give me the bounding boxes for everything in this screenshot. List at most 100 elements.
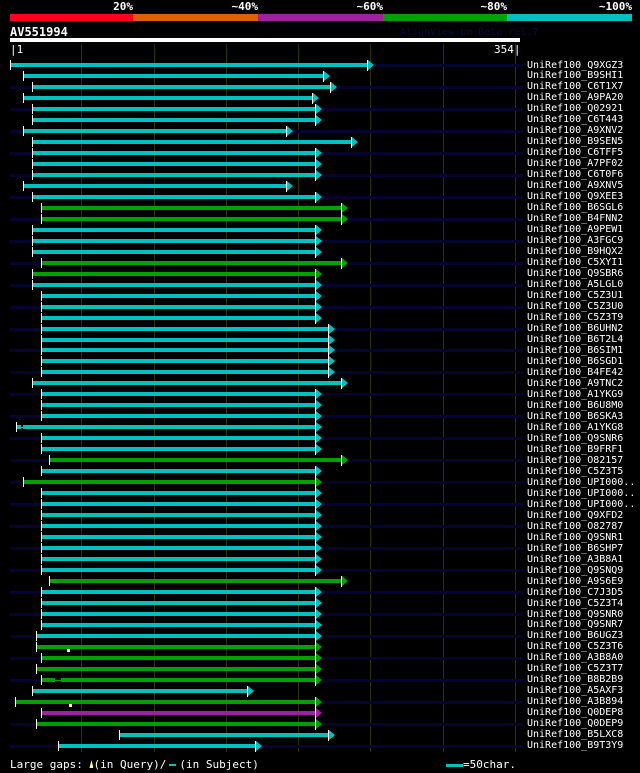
- hit-label[interactable]: UniRef100_B8B2B9: [527, 674, 624, 686]
- arrow-head-icon: [316, 301, 323, 312]
- query-id: AV551994: [10, 25, 68, 39]
- hit-label[interactable]: UniRef100_Q9SNQ9: [527, 564, 624, 576]
- hit-label[interactable]: UniRef100_Q9SNR1: [527, 531, 624, 543]
- hit-label[interactable]: UniRef100_Q9SNR7: [527, 619, 624, 631]
- hit-label[interactable]: UniRef100_A9TNC2: [527, 377, 624, 389]
- hit-label[interactable]: UniRef100_A1YKG8: [527, 421, 624, 433]
- hit-label[interactable]: UniRef100_B6SGL6: [527, 202, 624, 214]
- query-end-label: 354|: [494, 43, 521, 56]
- end-tick: [315, 312, 317, 324]
- identity-segment: [507, 14, 632, 21]
- arrow-head-icon: [316, 641, 323, 652]
- start-tick: [32, 378, 34, 389]
- arrow-head-icon: [316, 630, 323, 641]
- hit-label[interactable]: UniRef100_Q9XGZ3: [527, 59, 624, 71]
- end-tick: [341, 202, 343, 214]
- identity-label: ~40%: [231, 0, 259, 13]
- arrow-head-icon: [255, 740, 262, 751]
- hit-label[interactable]: UniRef100_B6UGZ3: [527, 630, 624, 642]
- hit-label[interactable]: UniRef100_C6T0F6: [527, 169, 624, 181]
- end-tick: [315, 532, 317, 544]
- hit-label[interactable]: UniRef100_B6SKA3: [527, 410, 624, 422]
- hit-label[interactable]: UniRef100_Q0DEP8: [527, 707, 624, 719]
- alignment-bar: [40, 710, 316, 715]
- hit-label[interactable]: UniRef100_A3FGC9: [527, 235, 624, 247]
- start-tick: [40, 532, 42, 543]
- hit-label[interactable]: UniRef100_B6SHP7: [527, 542, 624, 554]
- hit-label[interactable]: UniRef100_C5Z3U1: [527, 290, 624, 302]
- hit-label[interactable]: UniRef100_A5LGL0: [527, 279, 624, 291]
- hit-label[interactable]: UniRef100_UPI000..: [527, 476, 636, 488]
- end-tick: [315, 521, 317, 533]
- hit-label[interactable]: UniRef100_A9S6E9: [527, 575, 624, 587]
- hit-label[interactable]: UniRef100_C5Z3T4: [527, 597, 624, 609]
- arrow-head-icon: [316, 499, 323, 510]
- start-tick: [40, 609, 42, 619]
- hit-label[interactable]: UniRef100_O82787: [527, 520, 624, 532]
- hit-label[interactable]: UniRef100_C5Z3T9: [527, 312, 624, 324]
- start-tick: [40, 345, 42, 356]
- start-tick: [23, 180, 25, 191]
- hit-label[interactable]: UniRef100_Q9SNR6: [527, 432, 624, 444]
- hit-label[interactable]: UniRef100_B9SHI1: [527, 70, 624, 82]
- start-tick: [40, 323, 42, 334]
- hit-label[interactable]: UniRef100_B9HQX2: [527, 246, 624, 258]
- alignment-bar: [40, 348, 329, 353]
- start-tick: [23, 125, 25, 136]
- hit-label[interactable]: UniRef100_UPI000..: [527, 498, 636, 510]
- hit-label[interactable]: UniRef100_A3B8A1: [527, 553, 624, 565]
- hit-label[interactable]: UniRef100_A7PF02: [527, 158, 624, 170]
- hit-label[interactable]: UniRef100_A3B8A0: [527, 652, 624, 664]
- hit-label[interactable]: UniRef100_B6SGD1: [527, 355, 624, 367]
- end-tick: [315, 103, 317, 115]
- hit-label[interactable]: UniRef100_B6SIM1: [527, 344, 624, 356]
- hit-label[interactable]: UniRef100_B6T2L4: [527, 334, 624, 345]
- start-tick: [40, 334, 42, 345]
- hit-label[interactable]: UniRef100_B4FE42: [527, 366, 624, 378]
- hit-label[interactable]: UniRef100_C5Z3U0: [527, 301, 624, 313]
- hit-label[interactable]: UniRef100_Q02921: [527, 103, 624, 115]
- start-tick: [40, 411, 42, 422]
- arrow-head-icon: [316, 532, 323, 543]
- hit-label[interactable]: UniRef100_Q9SBR6: [527, 268, 624, 280]
- hit-label[interactable]: UniRef100_B6UHN2: [527, 323, 624, 335]
- arrow-head-icon: [316, 619, 323, 630]
- legend-prefix: Large gaps:: [10, 758, 83, 771]
- hit-label[interactable]: UniRef100_UPI000..: [527, 487, 636, 499]
- end-tick: [315, 433, 317, 445]
- hit-label[interactable]: UniRef100_C5Z3T5: [527, 465, 624, 477]
- start-tick: [23, 477, 25, 488]
- end-tick: [351, 136, 353, 148]
- hit-label[interactable]: UniRef100_B9FRF1: [527, 443, 624, 455]
- hit-label[interactable]: UniRef100_Q9SNR0: [527, 608, 624, 620]
- end-tick: [328, 729, 330, 741]
- hit-label[interactable]: UniRef100_B9SEN5: [527, 136, 624, 148]
- end-tick: [315, 422, 317, 434]
- hit-label[interactable]: UniRef100_C5Z3T6: [527, 641, 624, 653]
- hit-label[interactable]: UniRef100_B4FNN2: [527, 213, 624, 225]
- hit-label[interactable]: UniRef100_C6T1X7: [527, 81, 624, 93]
- hit-label[interactable]: UniRef100_C6TFF5: [527, 147, 624, 159]
- hit-label[interactable]: UniRef100_Q9XFD2: [527, 509, 624, 521]
- hit-label[interactable]: UniRef100_C7J3D5: [527, 586, 624, 598]
- end-tick: [315, 587, 317, 599]
- hit-label[interactable]: UniRef100_A1YKG9: [527, 388, 624, 400]
- alignment-bar: [32, 688, 248, 693]
- start-tick: [32, 224, 34, 235]
- hit-label[interactable]: UniRef100_O82157: [527, 454, 624, 466]
- hit-label[interactable]: UniRef100_Q0DEP9: [527, 718, 624, 730]
- hit-label[interactable]: UniRef100_C5Z3T7: [527, 663, 624, 675]
- hit-label[interactable]: UniRef100_B9T3Y9: [527, 740, 624, 752]
- alignment-bar: [40, 491, 316, 496]
- hit-label[interactable]: UniRef100_A5AXF3: [527, 685, 624, 697]
- hit-label[interactable]: UniRef100_A3B894: [527, 696, 624, 708]
- hit-label[interactable]: UniRef100_A9PEW1: [527, 224, 624, 236]
- hit-label[interactable]: UniRef100_C6T443: [527, 114, 624, 126]
- hit-label[interactable]: UniRef100_Q9XEE3: [527, 191, 624, 203]
- hit-label[interactable]: UniRef100_B6U8M0: [527, 399, 624, 411]
- hit-label[interactable]: UniRef100_A9PA20: [527, 92, 624, 104]
- hit-label[interactable]: UniRef100_A9XNV2: [527, 125, 624, 137]
- hit-label[interactable]: UniRef100_A9XNV5: [527, 180, 624, 192]
- hit-label[interactable]: UniRef100_C5XYI1: [527, 257, 624, 269]
- hit-label[interactable]: UniRef100_B5LXC8: [527, 729, 624, 741]
